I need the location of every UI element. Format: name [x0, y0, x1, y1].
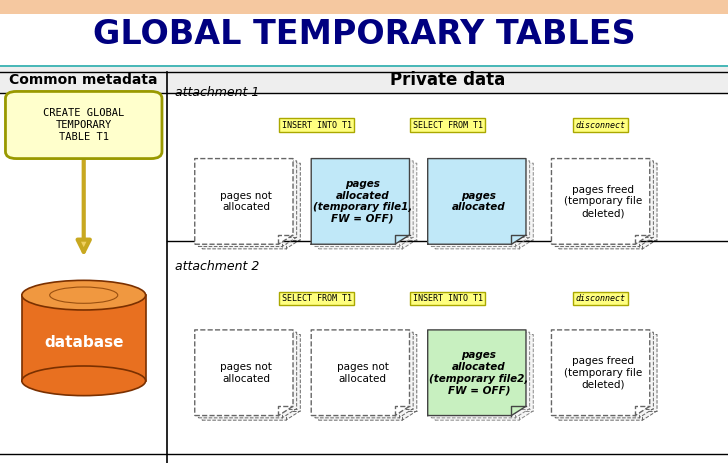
Ellipse shape [22, 366, 146, 395]
Text: attachment 1: attachment 1 [175, 86, 259, 99]
Polygon shape [202, 334, 301, 420]
Text: pages freed
(temporary file
deleted): pages freed (temporary file deleted) [563, 356, 642, 389]
Text: CREATE GLOBAL
TEMPORARY
TABLE T1: CREATE GLOBAL TEMPORARY TABLE T1 [43, 108, 124, 142]
Bar [0, 65, 728, 72]
Bar [22, 295, 146, 381]
Text: Private data: Private data [390, 71, 505, 89]
Text: pages
allocated: pages allocated [452, 191, 506, 212]
Polygon shape [559, 334, 657, 420]
Polygon shape [199, 161, 297, 247]
Text: disconnect: disconnect [576, 294, 625, 303]
Polygon shape [428, 330, 526, 416]
Polygon shape [319, 334, 417, 420]
Text: Common metadata: Common metadata [9, 73, 158, 87]
Polygon shape [319, 163, 417, 249]
Text: pages not
allocated: pages not allocated [220, 191, 272, 212]
Polygon shape [195, 158, 293, 244]
Polygon shape [435, 334, 533, 420]
Polygon shape [555, 332, 654, 418]
Polygon shape [432, 332, 530, 418]
Polygon shape [315, 161, 414, 247]
Text: pages freed
(temporary file
deleted): pages freed (temporary file deleted) [563, 185, 642, 218]
Text: SELECT FROM T1: SELECT FROM T1 [282, 294, 352, 303]
Text: pages not
allocated: pages not allocated [220, 362, 272, 383]
Polygon shape [432, 161, 530, 247]
Polygon shape [312, 158, 409, 244]
Ellipse shape [22, 280, 146, 310]
Polygon shape [202, 163, 301, 249]
Text: disconnect: disconnect [576, 120, 625, 130]
Polygon shape [312, 330, 409, 416]
Polygon shape [315, 332, 414, 418]
Text: INSERT INTO T1: INSERT INTO T1 [413, 294, 483, 303]
Text: pages not
allocated: pages not allocated [336, 362, 389, 383]
Bar [0, 67, 728, 93]
FancyBboxPatch shape [6, 91, 162, 158]
Polygon shape [195, 330, 293, 416]
Text: GLOBAL TEMPORARY TABLES: GLOBAL TEMPORARY TABLES [92, 18, 636, 51]
Polygon shape [199, 332, 297, 418]
Text: SELECT FROM T1: SELECT FROM T1 [413, 120, 483, 130]
Polygon shape [555, 161, 654, 247]
Text: pages
allocated
(temporary file1,
FW = OFF): pages allocated (temporary file1, FW = O… [313, 179, 412, 224]
Polygon shape [428, 158, 526, 244]
Text: database: database [44, 335, 124, 350]
Text: INSERT INTO T1: INSERT INTO T1 [282, 120, 352, 130]
Bar [0, 0, 728, 14]
Text: pages
allocated
(temporary file2,
FW = OFF): pages allocated (temporary file2, FW = O… [430, 350, 529, 395]
Text: attachment 2: attachment 2 [175, 260, 259, 273]
Polygon shape [559, 163, 657, 249]
Polygon shape [552, 330, 650, 416]
Polygon shape [435, 163, 533, 249]
Polygon shape [552, 158, 650, 244]
